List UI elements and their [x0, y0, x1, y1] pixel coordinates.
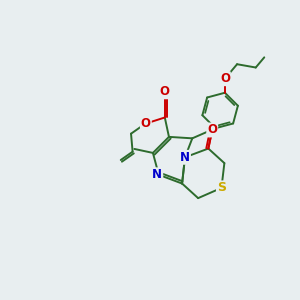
Text: N: N: [180, 151, 190, 164]
Text: S: S: [217, 182, 226, 194]
Text: O: O: [160, 85, 170, 98]
Text: O: O: [141, 117, 151, 130]
Text: O: O: [220, 72, 230, 85]
Text: N: N: [152, 168, 162, 181]
Text: O: O: [207, 124, 217, 136]
